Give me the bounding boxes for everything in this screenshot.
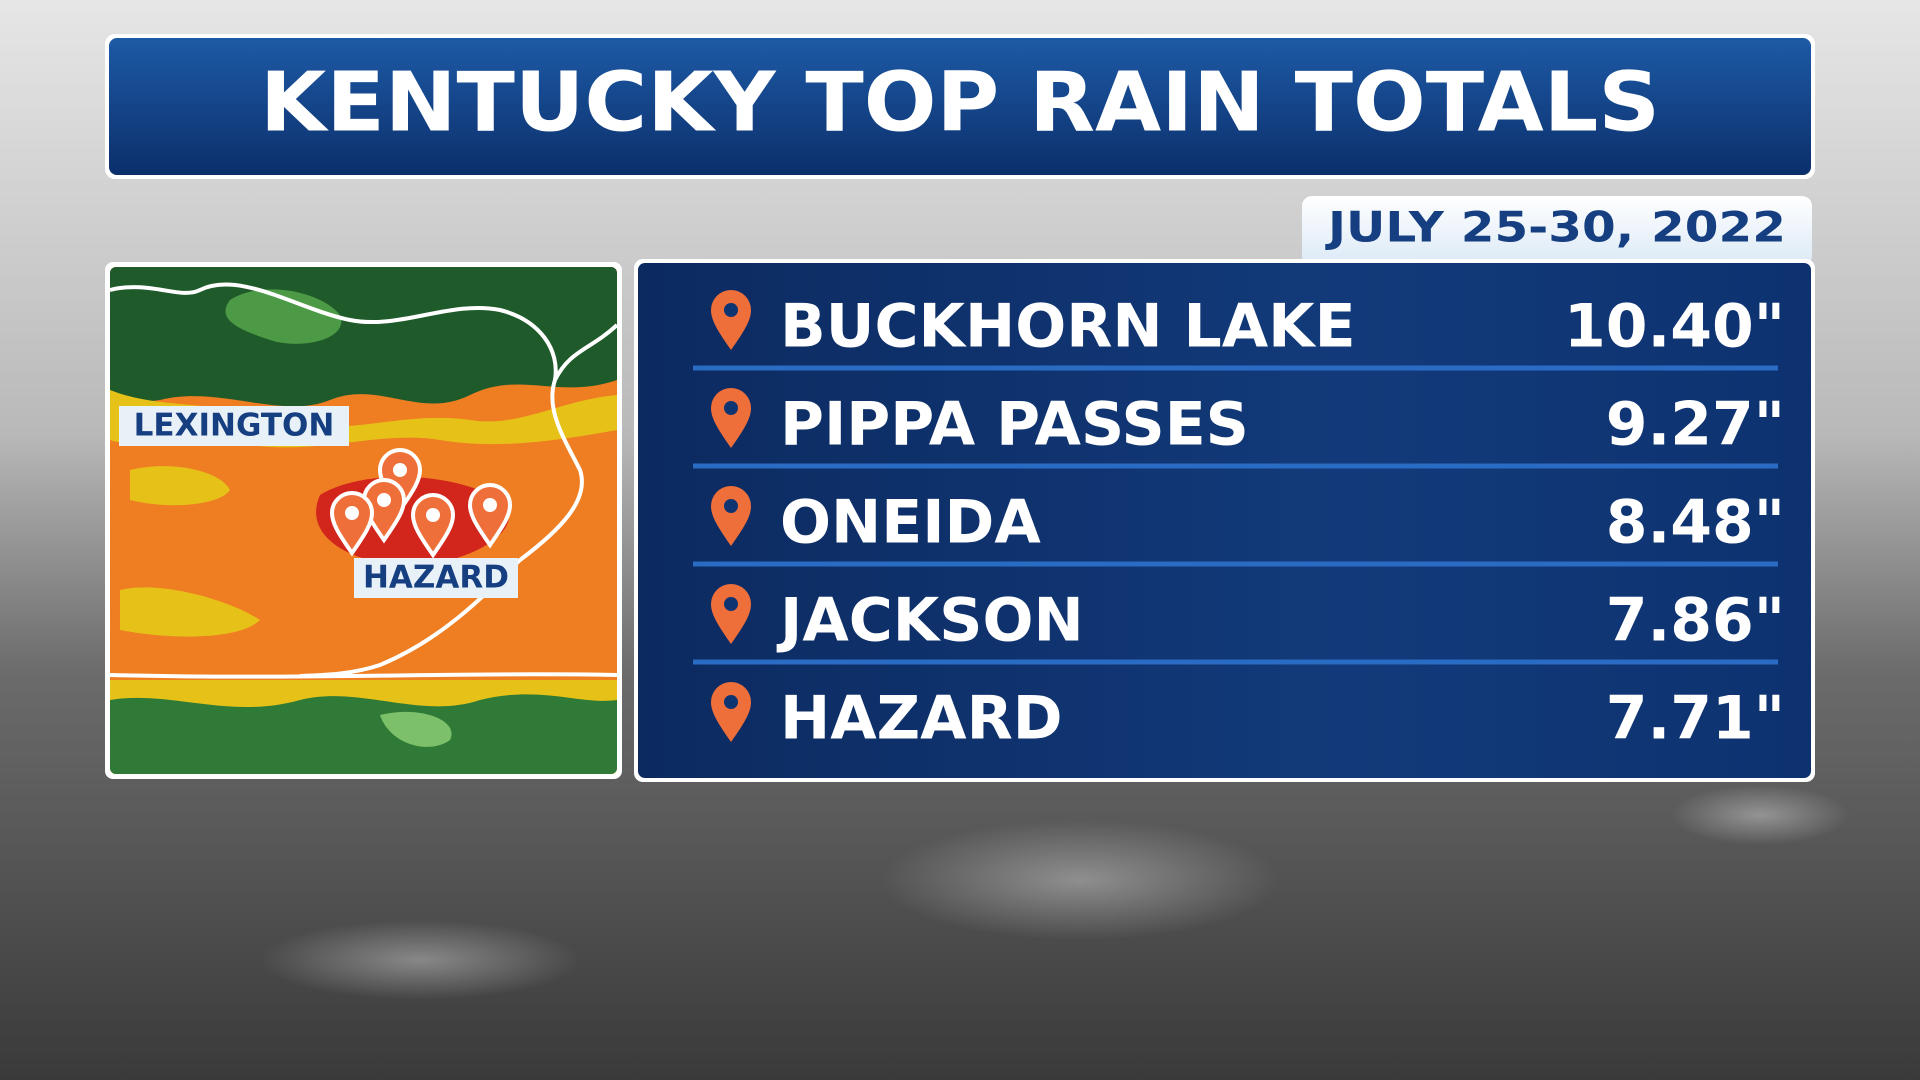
rain-total: 7.86" [1606, 586, 1785, 656]
rain-map: LEXINGTON HAZARD [110, 267, 617, 774]
title: KENTUCKY TOP RAIN TOTALS [260, 55, 1660, 150]
rain-total: 7.71" [1606, 684, 1785, 754]
label-box [119, 406, 349, 446]
table-panel [638, 263, 1811, 778]
pin-dot [483, 498, 497, 512]
map-zone [110, 267, 617, 407]
row-pin-dot [724, 597, 738, 611]
place-name: PIPPA PASSES [780, 390, 1249, 460]
pin-dot [393, 463, 407, 477]
state-border [110, 282, 558, 381]
place-name: ONEIDA [780, 488, 1041, 558]
row-pin-dot [724, 695, 738, 709]
state-border [110, 672, 617, 679]
ripple [260, 920, 580, 1000]
title-banner [109, 38, 1811, 175]
map-label: LEXINGTON [134, 408, 335, 444]
rows: BUCKHORN LAKE 10.40" PIPPA PASSES 9.27" ONEI… [693, 290, 1785, 754]
map-label: HAZARD [363, 560, 509, 596]
rain-total: 10.40" [1564, 292, 1785, 362]
rain-total: 8.48" [1606, 488, 1785, 558]
row-pin-dot [724, 303, 738, 317]
map-zone [225, 289, 342, 344]
map-zone [130, 466, 230, 506]
label-box [354, 558, 518, 598]
date: JULY 25-30, 2022 [1325, 203, 1786, 252]
row-pin-dot [724, 401, 738, 415]
table-row: HAZARD 7.71" [711, 682, 1785, 754]
row-pin-dot [724, 499, 738, 513]
ripple [1670, 785, 1850, 845]
place-name: JACKSON [776, 586, 1084, 656]
table-row: JACKSON 7.86" [693, 584, 1785, 665]
pin-dot [377, 493, 391, 507]
map-zone [110, 694, 617, 774]
pin-dot [426, 508, 440, 522]
pin-dot [345, 506, 359, 520]
rain-total: 9.27" [1606, 390, 1785, 460]
ripple [880, 820, 1280, 940]
map-zone [380, 711, 452, 747]
place-name: BUCKHORN LAKE [780, 292, 1356, 362]
date-tab [1302, 196, 1812, 266]
place-name: HAZARD [780, 684, 1063, 754]
pin-dots [345, 463, 497, 522]
table-row: ONEIDA 8.48" [693, 486, 1785, 567]
map-zone [120, 587, 260, 637]
table-row: PIPPA PASSES 9.27" [693, 388, 1785, 469]
table-row: BUCKHORN LAKE 10.40" [693, 290, 1785, 371]
